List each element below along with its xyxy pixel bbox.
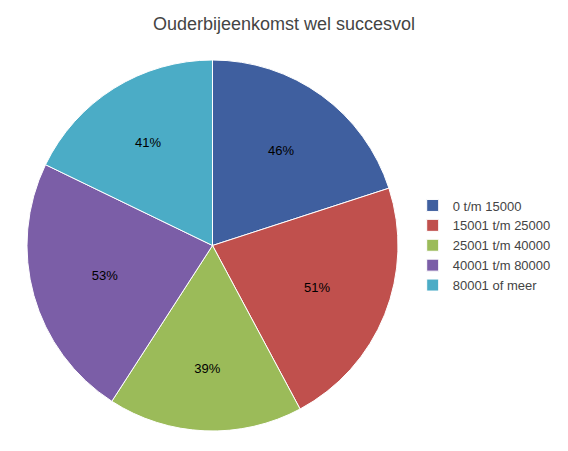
- svg-text:40001 t/m 80000: 40001 t/m 80000: [453, 258, 551, 273]
- svg-text:46%: 46%: [268, 143, 294, 158]
- svg-text:41%: 41%: [135, 135, 161, 150]
- svg-text:51%: 51%: [304, 280, 330, 295]
- svg-text:0 t/m 15000: 0 t/m 15000: [453, 199, 522, 214]
- svg-text:39%: 39%: [194, 361, 220, 376]
- svg-text:Ouderbijeenkomst wel succesvol: Ouderbijeenkomst wel succesvol: [153, 14, 415, 34]
- svg-text:25001 t/m 40000: 25001 t/m 40000: [453, 238, 551, 253]
- svg-text:53%: 53%: [92, 268, 118, 283]
- svg-text:15001 t/m 25000: 15001 t/m 25000: [453, 218, 551, 233]
- svg-text:80001 of meer: 80001 of meer: [453, 278, 538, 293]
